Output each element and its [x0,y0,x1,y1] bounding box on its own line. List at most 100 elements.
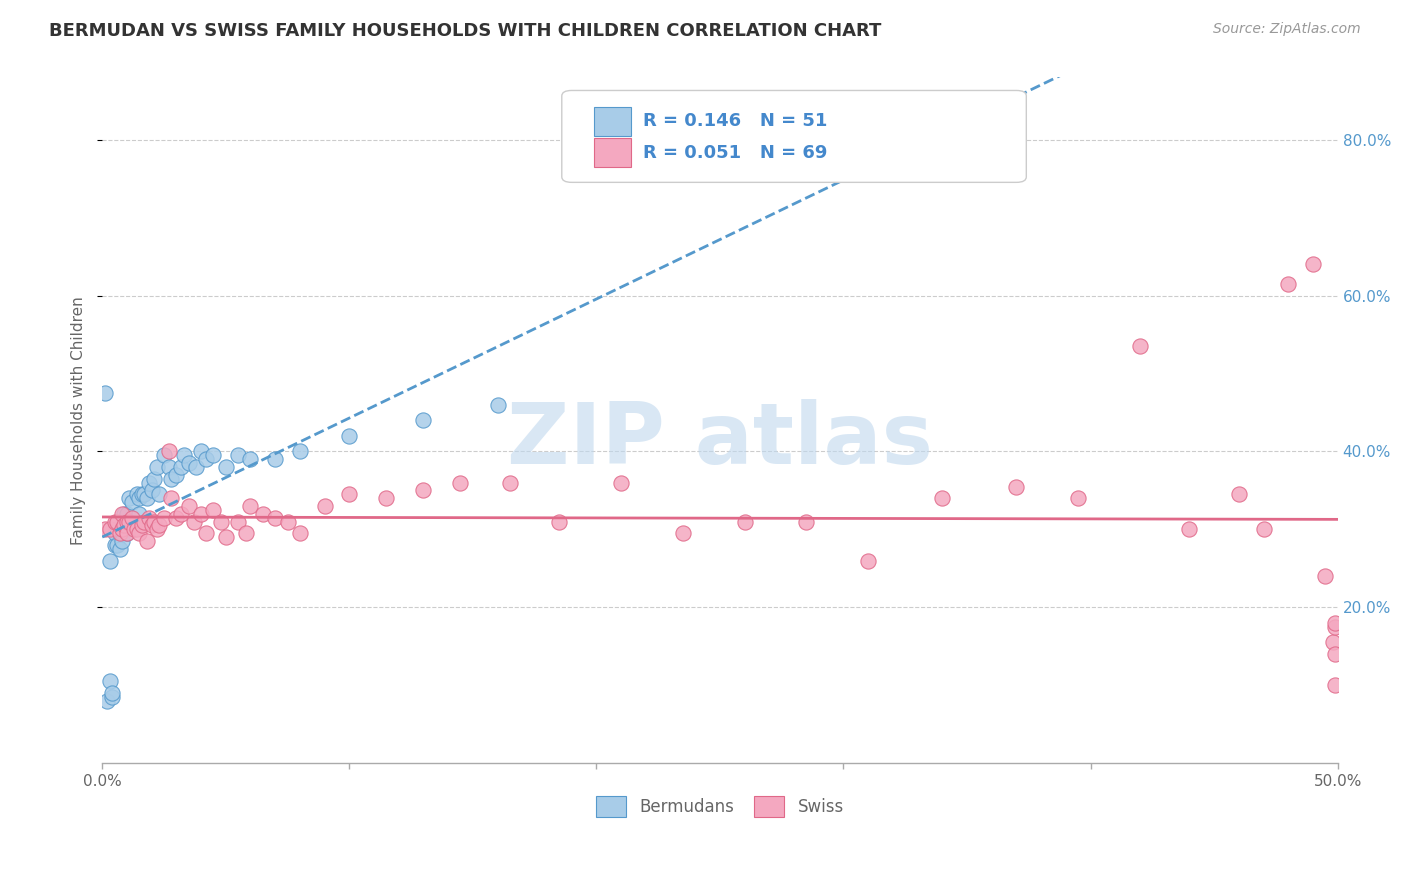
Y-axis label: Family Households with Children: Family Households with Children [72,296,86,545]
Point [548,515,571,529]
Point [128,526,150,541]
Point [134,487,156,501]
Point [111,534,134,549]
Point [215,460,238,475]
Legend: Bermudans, Swiss: Bermudans, Swiss [589,789,851,823]
Point [209,515,232,529]
Point [115,515,138,529]
Point [264,452,287,467]
Point [1277,277,1299,291]
Point [337,487,360,501]
Point [135,534,157,549]
Point [375,491,398,506]
Point [314,499,336,513]
Point [98,553,121,567]
Point [103,515,125,529]
Point [183,515,205,529]
Point [856,553,879,567]
Point [131,518,153,533]
Point [103,526,125,541]
Point [1324,620,1347,634]
Text: R = 0.051   N = 69: R = 0.051 N = 69 [644,144,828,161]
Point [145,522,167,536]
Point [114,515,136,529]
Point [202,448,225,462]
Point [141,518,163,533]
Point [93,386,115,401]
Point [148,518,170,533]
Point [118,515,141,529]
Text: ZIP atlas: ZIP atlas [508,400,934,483]
Point [195,452,218,467]
Point [226,448,249,462]
Point [195,526,218,541]
Point [157,444,180,458]
Point [96,694,118,708]
Point [121,495,143,509]
Point [124,522,146,536]
Text: Source: ZipAtlas.com: Source: ZipAtlas.com [1213,22,1361,37]
Point [98,674,121,689]
Point [450,475,472,490]
Point [177,456,200,470]
Point [153,510,176,524]
Point [153,448,176,462]
Point [111,507,134,521]
Point [499,475,522,490]
Point [138,475,160,490]
Point [486,398,509,412]
Point [1253,522,1275,536]
Point [1302,257,1324,271]
Point [412,413,434,427]
Point [98,522,121,536]
Point [288,526,311,541]
Point [190,507,212,521]
Point [135,491,157,506]
Point [170,460,193,475]
Point [165,510,187,524]
Point [1005,479,1028,493]
Point [1324,615,1347,630]
Point [184,460,207,475]
Point [134,515,156,529]
Point [1178,522,1201,536]
Text: R = 0.146   N = 51: R = 0.146 N = 51 [644,112,828,130]
Point [337,429,360,443]
FancyBboxPatch shape [593,107,631,136]
Point [111,522,134,536]
Point [252,507,274,521]
FancyBboxPatch shape [562,90,1026,182]
Point [1315,569,1337,583]
Point [239,452,262,467]
Point [1067,491,1090,506]
Point [108,541,131,556]
Point [125,522,148,536]
Point [148,487,170,501]
Point [124,518,146,533]
Point [145,460,167,475]
Point [165,467,187,482]
Point [125,487,148,501]
Point [235,526,257,541]
Point [115,507,138,521]
Point [143,515,166,529]
Point [115,526,138,541]
Point [672,526,695,541]
Point [157,460,180,475]
Point [121,510,143,524]
Point [215,530,238,544]
Point [239,499,262,513]
Point [796,515,818,529]
Point [276,515,298,529]
Point [264,510,287,524]
Point [118,491,141,506]
Point [108,526,131,541]
Point [114,518,136,533]
FancyBboxPatch shape [593,137,631,167]
Point [101,686,124,700]
Point [105,515,128,529]
Point [141,483,163,498]
Point [226,515,249,529]
Point [160,491,183,506]
Point [202,503,225,517]
